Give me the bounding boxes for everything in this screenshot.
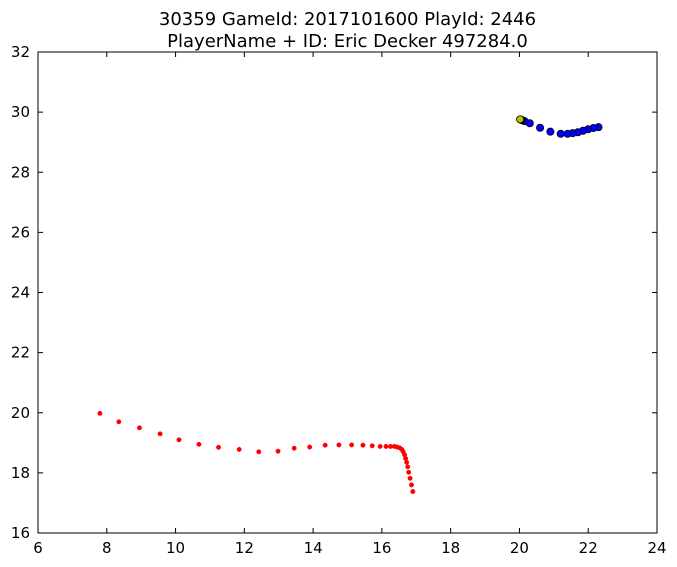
x-tick-label: 16 xyxy=(372,539,391,557)
x-tick-label: 8 xyxy=(102,539,112,557)
y-tick-label: 32 xyxy=(11,43,30,61)
red-track-point xyxy=(157,431,163,437)
blue-track-point xyxy=(536,123,545,132)
x-tick-label: 20 xyxy=(510,539,529,557)
x-tick-label: 10 xyxy=(166,539,185,557)
x-tick-label: 12 xyxy=(235,539,254,557)
red-track-point xyxy=(136,425,142,431)
chart-title-line-1: 30359 GameId: 2017101600 PlayId: 2446 xyxy=(159,9,536,30)
axis-ticks: 6 8 10 12 14 16 18 20 22 24 16 18 20 22 24 26 28 30 32 xyxy=(11,43,667,557)
red-track-point xyxy=(409,482,414,488)
red-track-point xyxy=(404,459,410,465)
red-track-point xyxy=(407,475,413,481)
red-track-point xyxy=(336,442,342,448)
y-tick-label: 22 xyxy=(11,344,30,362)
red-track-point xyxy=(291,445,297,451)
highlight-point xyxy=(516,115,525,124)
red-track-point xyxy=(405,464,411,470)
y-tick-label: 26 xyxy=(11,223,30,241)
red-track-point xyxy=(176,437,182,443)
red-track-point xyxy=(236,446,242,452)
red-track-point xyxy=(383,443,389,449)
red-track-point xyxy=(360,442,366,448)
red-track-point xyxy=(406,469,412,475)
red-track-point xyxy=(307,444,313,450)
blue-track-point xyxy=(563,129,572,138)
y-tick-label: 30 xyxy=(11,103,30,121)
red-track-point xyxy=(116,419,122,425)
plot-frame xyxy=(37,51,658,534)
red-track-point xyxy=(196,441,202,447)
red-track-point xyxy=(349,442,355,448)
red-track-point xyxy=(275,448,281,454)
y-tick-label: 28 xyxy=(11,163,30,181)
red-track-point xyxy=(369,443,375,449)
x-tick-label: 14 xyxy=(304,539,323,557)
x-tick-label: 22 xyxy=(579,539,598,557)
red-track-point xyxy=(216,444,221,450)
blue-track-point xyxy=(546,127,555,136)
red-track-point xyxy=(377,443,383,449)
x-tick-label: 18 xyxy=(441,539,460,557)
red-track-point xyxy=(410,489,416,494)
y-tick-label: 16 xyxy=(11,524,30,542)
red-track-point xyxy=(256,449,262,455)
data-points xyxy=(97,115,603,494)
y-tick-label: 18 xyxy=(11,464,30,482)
x-tick-label: 24 xyxy=(647,539,666,557)
red-track-point xyxy=(97,410,103,416)
y-tick-label: 20 xyxy=(11,404,30,422)
blue-track-point xyxy=(556,129,565,138)
x-tick-label: 6 xyxy=(33,539,43,557)
chart-title-line-2: PlayerName + ID: Eric Decker 497284.0 xyxy=(167,31,528,52)
red-track-point xyxy=(322,442,328,448)
y-tick-label: 24 xyxy=(11,284,30,302)
